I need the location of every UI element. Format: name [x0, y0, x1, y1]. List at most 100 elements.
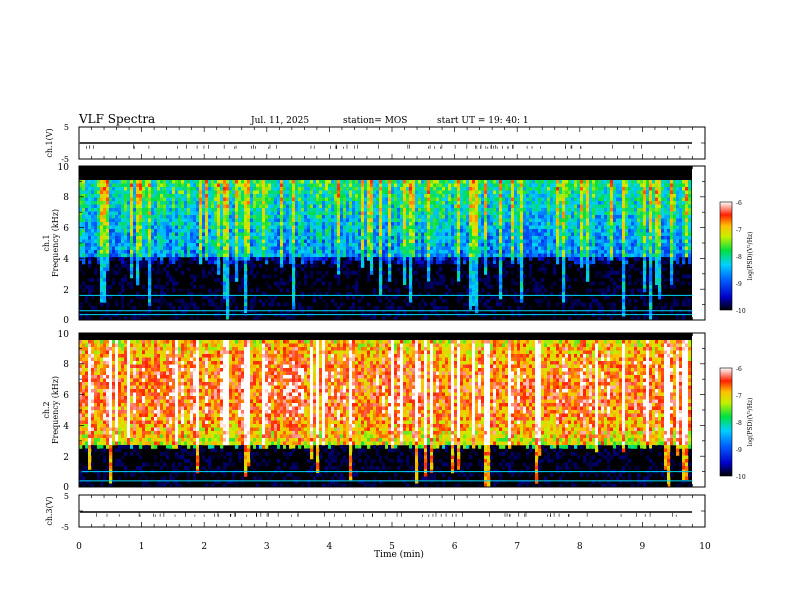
- spectrogram-cell: [202, 218, 206, 223]
- spectrogram-cell: [451, 267, 455, 272]
- spectrogram-cell: [334, 229, 338, 233]
- spectrogram-cell: [418, 211, 422, 216]
- spectrogram-cell: [268, 236, 272, 240]
- spectrogram-cell: [142, 246, 146, 251]
- spectrogram-cell: [415, 222, 419, 226]
- spectrogram-cell: [451, 183, 455, 188]
- spectrogram-cell: [367, 236, 371, 240]
- spectrogram-cell: [244, 197, 248, 202]
- spectrogram-cell: [124, 218, 128, 223]
- spectrogram-cell: [472, 232, 476, 237]
- spectrogram-cell: [454, 222, 458, 226]
- spectrogram-cell: [457, 183, 461, 188]
- spectrogram-cell: [523, 187, 527, 191]
- spectrogram-cell: [235, 197, 239, 202]
- spectrogram-cell: [133, 250, 137, 254]
- spectrogram-cell: [541, 299, 545, 303]
- spectrogram-cell: [301, 225, 305, 230]
- spectrogram-cell: [280, 281, 284, 286]
- spectrogram-cell: [394, 239, 398, 244]
- spectrogram-cell: [304, 253, 308, 258]
- spectrogram-cell: [253, 194, 257, 198]
- spectrogram-cell: [217, 218, 221, 223]
- spectrogram-cell: [250, 204, 254, 209]
- spectrogram-cell: [130, 271, 134, 275]
- spectrogram-cell: [244, 204, 248, 209]
- spectrogram-cell: [559, 215, 563, 219]
- spectrogram-cell: [82, 236, 86, 240]
- spectrogram-cell: [412, 243, 416, 247]
- spectrogram-cell: [205, 250, 209, 254]
- spectrogram-cell: [418, 302, 422, 307]
- spectrogram-cell: [550, 218, 554, 223]
- spectrogram-cell: [403, 299, 407, 303]
- spectrogram-cell: [274, 274, 278, 279]
- spectrogram-cell: [229, 204, 233, 209]
- spectrogram-cell: [379, 243, 383, 247]
- spectrogram-cell: [496, 295, 500, 300]
- spectrogram-cell: [268, 201, 272, 205]
- spectrogram-cell: [463, 246, 467, 251]
- spectrogram-cell: [541, 292, 545, 296]
- spectrogram-cell: [358, 267, 362, 272]
- spectrogram-cell: [424, 218, 428, 223]
- spectrogram-cell: [433, 197, 437, 202]
- spectrogram-cell: [271, 222, 275, 226]
- spectrogram-cell: [355, 285, 359, 289]
- spectrogram-cell: [541, 197, 545, 202]
- spectrogram-cell: [340, 253, 344, 258]
- spectrogram-cell: [514, 246, 518, 251]
- spectrogram-cell: [124, 211, 128, 216]
- spectrogram-cell: [379, 218, 383, 223]
- spectrogram-cell: [286, 243, 290, 247]
- spectrogram-cell: [475, 267, 479, 272]
- spectrogram-cell: [313, 257, 317, 261]
- spectrogram-cell: [409, 222, 413, 226]
- spectrogram-cell: [397, 239, 401, 244]
- spectrogram-cell: [463, 197, 467, 202]
- spectrogram-cell: [106, 204, 110, 209]
- spectrogram-cell: [514, 218, 518, 223]
- spectrogram-cell: [484, 281, 488, 286]
- spectrogram-cell: [388, 208, 392, 212]
- spectrogram-cell: [355, 197, 359, 202]
- spectrogram-cell: [496, 278, 500, 282]
- spectrogram-cell: [253, 316, 257, 321]
- spectrogram-cell: [148, 253, 152, 258]
- spectrogram-cell: [316, 208, 320, 212]
- spectrogram-cell: [382, 236, 386, 240]
- spectrogram-cell: [553, 225, 557, 230]
- spectrogram-cell: [418, 225, 422, 230]
- spectrogram-cell: [202, 190, 206, 195]
- spectrogram-cell: [346, 201, 350, 205]
- spectrogram-cell: [130, 218, 134, 223]
- spectrogram-cell: [205, 218, 209, 223]
- spectrogram-cell: [535, 285, 539, 289]
- spectrogram-cell: [487, 215, 491, 219]
- spectrogram-cell: [514, 194, 518, 198]
- spectrogram-cell: [397, 222, 401, 226]
- spectrogram-cell: [346, 180, 350, 184]
- spectrogram-cell: [475, 288, 479, 293]
- spectrogram-cell: [562, 253, 566, 258]
- spectrogram-cell: [286, 229, 290, 233]
- spectrogram-cell: [370, 236, 374, 240]
- spectrogram-cell: [145, 225, 149, 230]
- spectrogram-cell: [343, 246, 347, 251]
- spectrogram-cell: [97, 201, 101, 205]
- spectrogram-cell: [268, 243, 272, 247]
- spectrogram-cell: [340, 187, 344, 191]
- spectrogram-cell: [142, 225, 146, 230]
- spectrogram-cell: [562, 201, 566, 205]
- spectrogram-cell: [412, 222, 416, 226]
- spectrogram-cell: [334, 292, 338, 296]
- spectrogram-cell: [118, 194, 122, 198]
- spectrogram-cell: [523, 225, 527, 230]
- spectrogram-cell: [322, 250, 326, 254]
- spectrogram-cell: [343, 260, 347, 265]
- spectrogram-cell: [394, 309, 398, 314]
- spectrogram-cell: [304, 222, 308, 226]
- spectrogram-cell: [475, 222, 479, 226]
- spectrogram-cell: [349, 211, 353, 216]
- spectrogram-cell: [289, 260, 293, 265]
